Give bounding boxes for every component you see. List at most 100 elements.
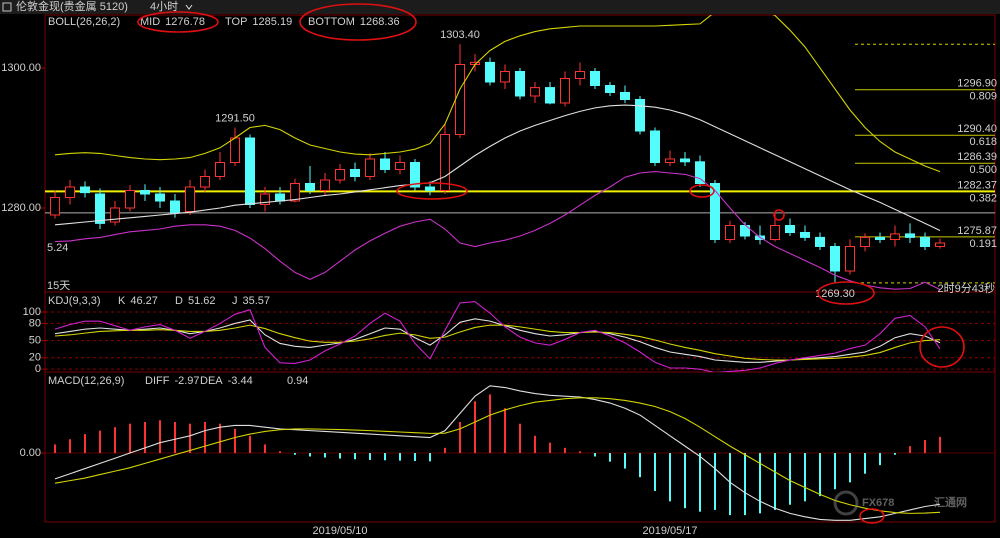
macd-bar [819, 453, 821, 497]
x-tick-label: 2019/05/10 [312, 525, 367, 537]
candle-body [365, 158, 375, 177]
plot-layer: 1300.00 1280.00 BOLL(26,26,2) MID 1276.78 TOP… [1, 15, 997, 537]
y-tick-label: 50 [29, 334, 41, 346]
annotation-circle [137, 11, 219, 33]
y-tick-label: 1280.00 [1, 202, 41, 214]
fib-ratio: 0.191 [969, 238, 997, 250]
high-label: 1303.40 [440, 29, 480, 41]
legend-name: K [118, 295, 126, 307]
legend-entry: DIFF -2.97 [145, 375, 200, 387]
y-tick-label: 100 [23, 306, 41, 318]
top-bar [0, 0, 1000, 14]
candle-body [50, 196, 60, 216]
legend-entry: MID 1276.78 [140, 16, 205, 28]
period-selector[interactable]: 4小时 [150, 0, 178, 13]
legend-name: TOP [225, 16, 247, 28]
candle-body [65, 186, 75, 198]
macd-bar [849, 453, 851, 483]
macd-bar [759, 453, 761, 514]
candle-body [200, 175, 210, 188]
legend-name: BOTTOM [308, 16, 355, 28]
series-line [54, 15, 941, 173]
candle-body [125, 189, 135, 209]
candle-body [215, 161, 225, 177]
y-tick-label: 0 [35, 363, 41, 375]
macd-bar [219, 423, 221, 454]
watermark: FX678 汇通网 [833, 490, 967, 516]
watermark-name: 汇通网 [934, 496, 967, 509]
window-icon[interactable] [2, 2, 12, 12]
legend-value: -2.97 [174, 375, 199, 387]
legend-value: 0.94 [287, 375, 308, 387]
candle-body [680, 158, 690, 163]
macd-bar [144, 422, 146, 454]
legend-value: 46.27 [130, 295, 158, 307]
fib-price: 1282.37 [957, 179, 997, 191]
candle-body [545, 87, 555, 104]
candle-body [500, 70, 510, 83]
x-tick-label: 2019/05/17 [642, 525, 697, 537]
indicator-label: MACD(12,26,9) [48, 375, 124, 387]
macd-bar [609, 453, 611, 462]
macd-bar [69, 439, 71, 454]
macd-bar [549, 442, 551, 454]
watermark-logo [833, 490, 859, 516]
legend-name: MID [140, 16, 160, 28]
macd-bar [939, 436, 941, 454]
macd-bar [789, 453, 791, 505]
candle-body [245, 137, 255, 205]
legend-entry: J 35.57 [232, 295, 270, 307]
watermark-brand: FX678 [862, 497, 894, 509]
candle-body [890, 233, 900, 240]
macd-bar [639, 453, 641, 478]
left-value: 5.24 [47, 242, 68, 254]
fib-price: 1290.40 [957, 123, 997, 135]
candle-body [935, 242, 945, 247]
candle-body [635, 98, 645, 132]
legend-value: 1268.36 [360, 16, 400, 28]
left-period: 15天 [47, 280, 70, 292]
candle-body [665, 158, 675, 163]
candle-body [800, 231, 810, 238]
fib-ratio: 0.500 [969, 164, 997, 176]
y-tick-label: 1300.00 [1, 62, 41, 74]
candle-body [350, 168, 360, 177]
macd-bar [414, 453, 416, 461]
macd-bar [924, 439, 926, 454]
candle-body [95, 193, 105, 224]
macd-bar [459, 422, 461, 454]
candle-body [905, 233, 915, 238]
macd-bar [804, 453, 806, 502]
macd-bar [189, 423, 191, 454]
dropdown-icon[interactable] [185, 4, 193, 10]
candle-body [290, 182, 300, 202]
candle-body [830, 245, 840, 272]
macd-bar [654, 453, 656, 491]
instrument-title[interactable]: 伦敦金现(贵金属 5120) [16, 0, 128, 13]
annotation-circle [299, 3, 417, 41]
legend-name: J [232, 295, 238, 307]
y-tick-label: 20 [29, 352, 41, 364]
candle-body [530, 87, 540, 97]
series-line [54, 171, 941, 290]
candle-body [590, 70, 600, 86]
fib-ratio: 0.618 [969, 136, 997, 148]
macd-bar [714, 453, 716, 510]
macd-bar [129, 423, 131, 454]
macd-bar [504, 408, 506, 454]
legend-value: 1285.19 [252, 16, 292, 28]
macd-bar [489, 394, 491, 454]
macd-bar [369, 453, 371, 460]
plot-frame [44, 14, 996, 523]
candle-body [305, 182, 315, 191]
macd-bar [279, 451, 281, 454]
macd-bar [669, 453, 671, 502]
macd-bar [399, 453, 401, 461]
candle-body [695, 161, 705, 184]
macd-bar [84, 434, 86, 454]
candle-body [170, 200, 180, 214]
series-line [54, 397, 941, 514]
legend-name: D [175, 295, 183, 307]
